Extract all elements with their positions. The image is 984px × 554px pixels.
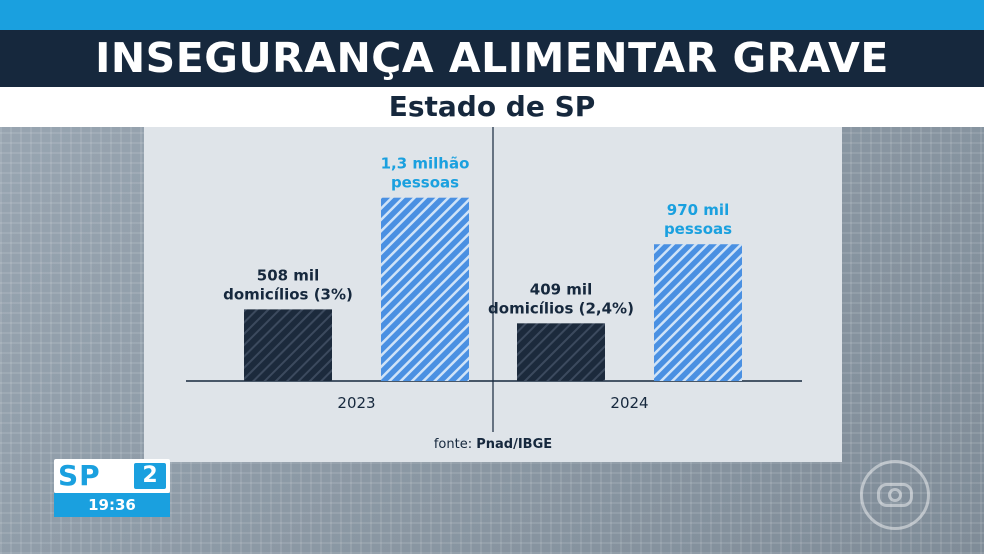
data-label-domicílios-2024-2: domicílios (2,4%) [488,299,634,317]
logo-program: SP [58,459,101,492]
bar-domicílios-2023 [244,309,332,381]
top-stripe [0,0,984,30]
clock: 19:36 [54,493,170,517]
bar-pessoas-2023 [381,197,469,381]
x-tick-label-2024: 2024 [610,394,648,412]
bar-pessoas-2024 [654,244,742,381]
bar-domicílios-2024 [517,323,605,381]
data-label-pessoas-2023-2: pessoas [391,174,459,192]
source-prefix: fonte: [433,437,473,452]
x-tick-label-2023: 2023 [337,394,375,412]
data-label-domicílios-2023-2: domicílios (3%) [223,285,353,303]
chart-panel: 508 mil domicílios (3%) 1,3 milhão pessoas 2… [144,127,842,462]
logo-edition: 2 [134,463,166,489]
logo-top: SP 2 [54,459,170,493]
globo-watermark-icon [860,460,930,530]
source-note: fonte: Pnad/IBGE [144,437,842,452]
data-label-domicílios-2024-1: 409 mil [530,280,592,298]
page-subtitle: Estado de SP [0,87,984,127]
data-label-pessoas-2024-2: pessoas [664,220,732,238]
source-name: Pnad/IBGE [476,437,553,452]
program-logo: SP 2 19:36 [54,459,170,517]
data-label-pessoas-2024-1: 970 mil [667,201,729,219]
page-title: INSEGURANÇA ALIMENTAR GRAVE [0,30,984,87]
data-label-pessoas-2023-1: 1,3 milhão [381,155,470,173]
data-label-domicílios-2023-1: 508 mil [257,266,319,284]
